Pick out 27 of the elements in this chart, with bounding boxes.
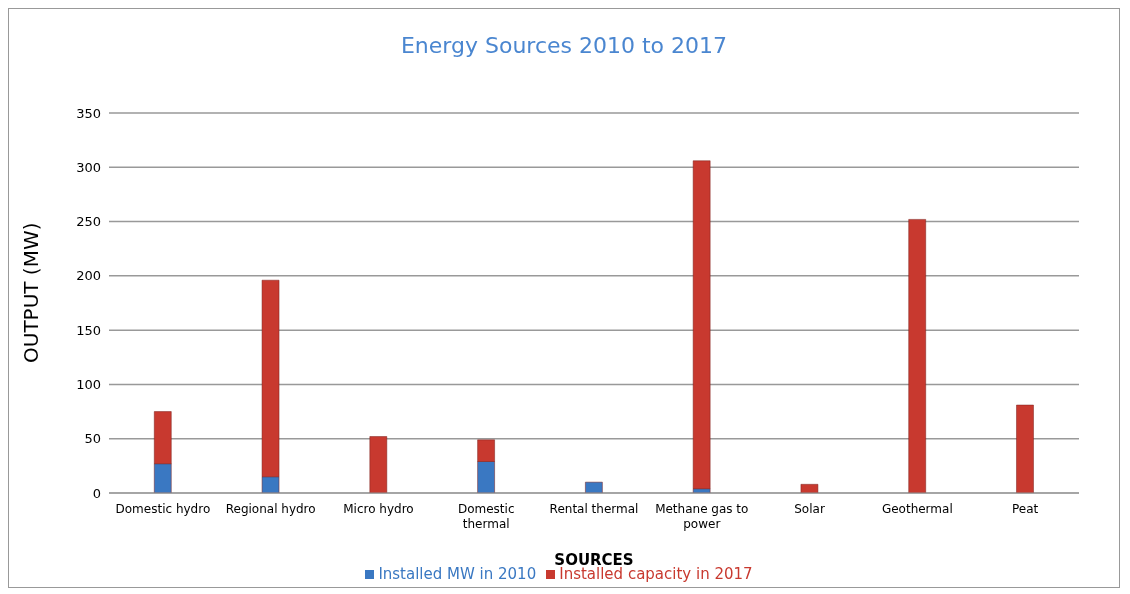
bar [800, 484, 819, 493]
x-tick-label: Regional hydro [225, 502, 316, 516]
y-tick-label: 350 [76, 105, 101, 121]
bar [692, 160, 711, 489]
y-axis-title: OUTPUT (MW) [19, 222, 44, 363]
legend-label: Installed MW in 2010 [378, 565, 537, 583]
x-tick-label: Micro hydro [343, 502, 414, 516]
x-tick-label: Peat [1011, 502, 1039, 516]
x-tick-label: Domestic hydro [115, 502, 211, 516]
bar [585, 481, 603, 493]
y-tick-label: 50 [84, 431, 101, 447]
x-tick-label: Domestic thermal [457, 502, 515, 531]
y-tick-label: 300 [76, 159, 101, 175]
bar [1016, 404, 1034, 493]
y-tick-label: 150 [76, 322, 101, 338]
x-tick-label: Rental thermal [549, 502, 639, 516]
y-tick-label: 0 [92, 485, 101, 501]
x-tick-label: Methane gas to power [655, 502, 749, 531]
y-tick-label: 100 [76, 377, 101, 393]
bar [369, 436, 388, 493]
chart-title: Energy Sources 2010 to 2017 [399, 33, 729, 60]
x-tick-label: Geothermal [881, 502, 953, 516]
y-tick-label: 250 [76, 214, 101, 230]
legend-label: Installed capacity in 2017 [559, 565, 753, 583]
bar [908, 219, 926, 493]
x-tick-label: Solar [794, 502, 825, 516]
y-tick-label: 200 [76, 268, 101, 284]
